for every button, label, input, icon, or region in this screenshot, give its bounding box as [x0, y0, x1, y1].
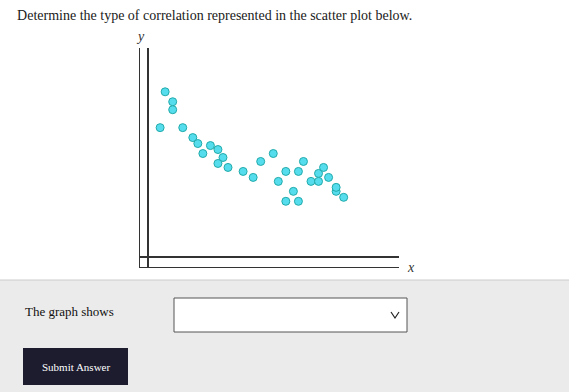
svg-text:Submit Answer: Submit Answer: [42, 361, 110, 373]
svg-text:x: x: [407, 260, 415, 275]
svg-text:y: y: [136, 29, 145, 44]
svg-text:Determine the type of correlat: Determine the type of correlation repres…: [17, 8, 412, 23]
svg-text:The graph shows: The graph shows: [25, 304, 114, 319]
